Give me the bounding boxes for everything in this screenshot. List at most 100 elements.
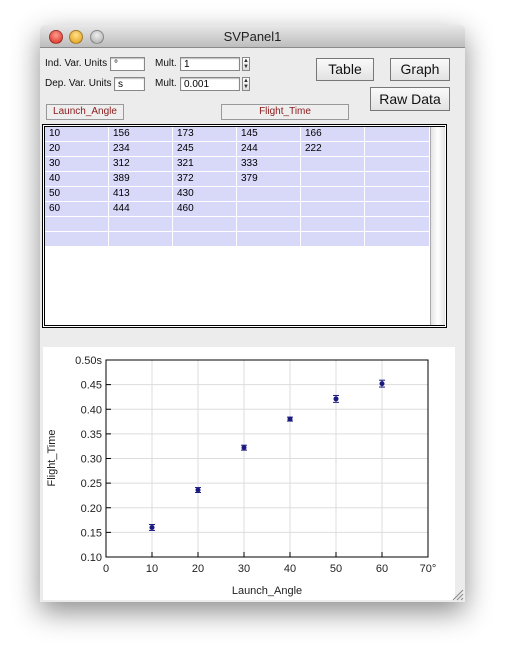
x-tick-label: 70° (420, 563, 437, 575)
table-cell[interactable]: 333 (237, 157, 301, 172)
table-cell[interactable]: 372 (173, 172, 237, 187)
ind-mult-stepper[interactable]: ▲ ▼ (242, 57, 250, 71)
table-cell[interactable]: 245 (173, 142, 237, 157)
table-cell[interactable] (237, 202, 301, 217)
table-cell[interactable]: 444 (109, 202, 173, 217)
table-cell[interactable] (365, 157, 430, 172)
window: SVPanel1 Ind. Var. Units ° Mult. 1 ▲ ▼ De… (40, 25, 465, 602)
table-cell[interactable]: 460 (173, 202, 237, 217)
scrollbar[interactable] (430, 127, 445, 325)
table-cell[interactable]: 40 (45, 172, 109, 187)
table-cell[interactable] (173, 232, 237, 247)
dep-mult-stepper[interactable]: ▲ ▼ (242, 77, 250, 91)
table-cell[interactable]: 10 (45, 127, 109, 142)
table-cell[interactable]: 312 (109, 157, 173, 172)
x-tick-label: 60 (376, 563, 388, 575)
table-cell[interactable] (301, 187, 365, 202)
y-tick-label: 0.25 (81, 478, 102, 490)
table-cell[interactable]: 389 (109, 172, 173, 187)
table-cell[interactable] (45, 217, 109, 232)
table-cell[interactable] (237, 187, 301, 202)
table-cell[interactable] (173, 217, 237, 232)
dep-units-input[interactable]: s (114, 77, 145, 91)
data-table: 460 444 60 430 413 50 379 372 389 40 333 321 312 30 22… (42, 124, 447, 328)
chart: Launch_Angle Flight_Time 0.10 0.15 0.20 0.2… (43, 347, 455, 600)
table-cell[interactable]: 145 (237, 127, 301, 142)
raw-data-button[interactable]: Raw Data (370, 87, 450, 111)
table-cell[interactable] (109, 217, 173, 232)
table-cell[interactable]: 30 (45, 157, 109, 172)
ind-units-label: Ind. Var. Units (45, 58, 108, 69)
x-tick-label: 50 (330, 563, 342, 575)
dep-mult-input[interactable]: 0.001 (180, 77, 240, 91)
table-button[interactable]: Table (316, 58, 374, 81)
window-title: SVPanel1 (223, 29, 282, 44)
table-cell[interactable]: 156 (109, 127, 173, 142)
table-cell[interactable] (365, 172, 430, 187)
ind-mult-input[interactable]: 1 (180, 57, 240, 71)
table-cell[interactable] (365, 187, 430, 202)
table-cell[interactable] (301, 232, 365, 247)
close-button[interactable] (49, 30, 63, 44)
plot-frame (105, 359, 429, 558)
table-cell[interactable]: 50 (45, 187, 109, 202)
graph-button[interactable]: Graph (390, 58, 450, 81)
ind-units-input[interactable]: ° (110, 57, 145, 71)
x-tick-label: 20 (192, 563, 204, 575)
table-cell[interactable] (237, 232, 301, 247)
resize-grip[interactable] (450, 587, 464, 601)
data-point (379, 381, 385, 387)
table-cell[interactable] (365, 217, 430, 232)
table-cell[interactable] (301, 217, 365, 232)
dep-mult-label: Mult. (155, 78, 177, 89)
x-tick-label: 40 (284, 563, 296, 575)
table-cell[interactable]: 430 (173, 187, 237, 202)
table-cell[interactable]: 20 (45, 142, 109, 157)
table-cell[interactable]: 166 (301, 127, 365, 142)
minimize-button[interactable] (69, 30, 83, 44)
data-point (195, 487, 201, 493)
table-cell[interactable]: 173 (173, 127, 237, 142)
table-cell[interactable]: 379 (237, 172, 301, 187)
y-tick-label: 0.10 (81, 552, 102, 564)
table-cell[interactable] (301, 157, 365, 172)
y-tick-label: 0.45 (81, 380, 102, 392)
data-point (333, 396, 339, 402)
table-cell[interactable] (109, 232, 173, 247)
x-tick-label: 0 (103, 563, 109, 575)
table-cell[interactable] (365, 127, 430, 142)
table-cell[interactable]: 222 (301, 142, 365, 157)
table-cell[interactable] (45, 232, 109, 247)
table-cell[interactable] (365, 232, 430, 247)
column-header[interactable]: Launch_Angle (46, 104, 124, 120)
table-cell[interactable] (301, 202, 365, 217)
x-tick-label: 30 (238, 563, 250, 575)
table-cell[interactable] (237, 217, 301, 232)
chart-background (43, 347, 455, 600)
x-axis-label: Launch_Angle (232, 585, 302, 597)
data-point (287, 416, 293, 422)
data-point (149, 524, 155, 530)
table-cell[interactable] (365, 202, 430, 217)
column-header[interactable]: Flight_Time (221, 104, 349, 120)
y-axis-label: Flight_Time (46, 429, 58, 486)
data-point (241, 445, 247, 451)
table-cell[interactable]: 234 (109, 142, 173, 157)
dep-units-label: Dep. Var. Units (45, 78, 112, 89)
table-cell[interactable]: 60 (45, 202, 109, 217)
table-cell[interactable]: 413 (109, 187, 173, 202)
y-tick-label: 0.15 (81, 527, 102, 539)
y-tick-label: 0.50s (75, 355, 102, 367)
y-tick-label: 0.40 (81, 404, 102, 416)
ind-mult-label: Mult. (155, 58, 177, 69)
y-tick-label: 0.30 (81, 454, 102, 466)
y-tick-label: 0.35 (81, 429, 102, 441)
zoom-button[interactable] (90, 30, 104, 44)
y-tick-label: 0.20 (81, 503, 102, 515)
table-cell[interactable]: 244 (237, 142, 301, 157)
x-tick-label: 10 (146, 563, 158, 575)
table-cell[interactable]: 321 (173, 157, 237, 172)
table-cell[interactable] (301, 172, 365, 187)
table-cell[interactable] (365, 142, 430, 157)
